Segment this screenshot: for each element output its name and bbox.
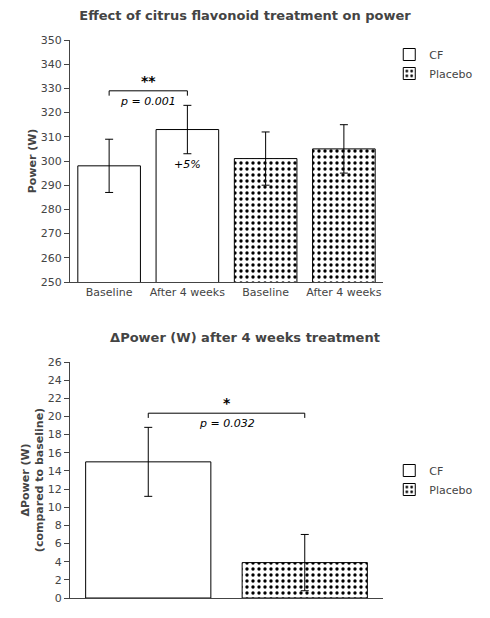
svg-text:24: 24 [48,374,62,387]
svg-text:310: 310 [41,131,62,144]
svg-text:250: 250 [41,276,62,289]
svg-text:26: 26 [48,356,62,369]
svg-text:+5%: +5% [174,158,201,171]
svg-text:330: 330 [41,82,62,95]
svg-text:260: 260 [41,252,62,265]
svg-text:290: 290 [41,179,62,192]
svg-text:p = 0.001: p = 0.001 [120,95,176,108]
svg-text:Baseline: Baseline [86,286,133,299]
svg-text:ΔPower (W)(compared to baselin: ΔPower (W)(compared to baseline) [19,408,46,552]
svg-text:*: * [223,395,231,411]
svg-text:300: 300 [41,155,62,168]
svg-text:Baseline: Baseline [242,286,289,299]
svg-text:270: 270 [41,227,62,240]
svg-text:18: 18 [48,428,62,441]
svg-text:4: 4 [55,556,62,569]
svg-text:Effect of citrus flavonoid tre: Effect of citrus flavonoid treatment on … [79,8,411,23]
svg-text:14: 14 [48,465,62,478]
svg-text:8: 8 [55,519,62,532]
svg-text:2: 2 [55,574,62,587]
svg-text:280: 280 [41,203,62,216]
svg-text:Power (W): Power (W) [26,129,39,194]
svg-text:340: 340 [41,58,62,71]
svg-text:10: 10 [48,501,62,514]
svg-text:6: 6 [55,537,62,550]
svg-text:Placebo: Placebo [429,68,472,81]
svg-text:350: 350 [41,34,62,47]
svg-text:0: 0 [55,592,62,605]
svg-text:p = 0.032: p = 0.032 [199,417,255,430]
svg-text:16: 16 [48,447,62,460]
svg-text:22: 22 [48,392,62,405]
svg-text:ΔPower (W) after 4 weeks treat: ΔPower (W) after 4 weeks treatment [110,330,380,345]
svg-text:After 4 weeks: After 4 weeks [150,286,225,299]
svg-text:CF: CF [429,49,443,62]
svg-text:20: 20 [48,410,62,423]
svg-text:320: 320 [41,106,62,119]
svg-text:After 4 weeks: After 4 weeks [306,286,381,299]
svg-text:12: 12 [48,483,62,496]
svg-text:**: ** [141,73,156,89]
svg-text:CF: CF [429,465,443,478]
svg-text:Placebo: Placebo [429,484,472,497]
